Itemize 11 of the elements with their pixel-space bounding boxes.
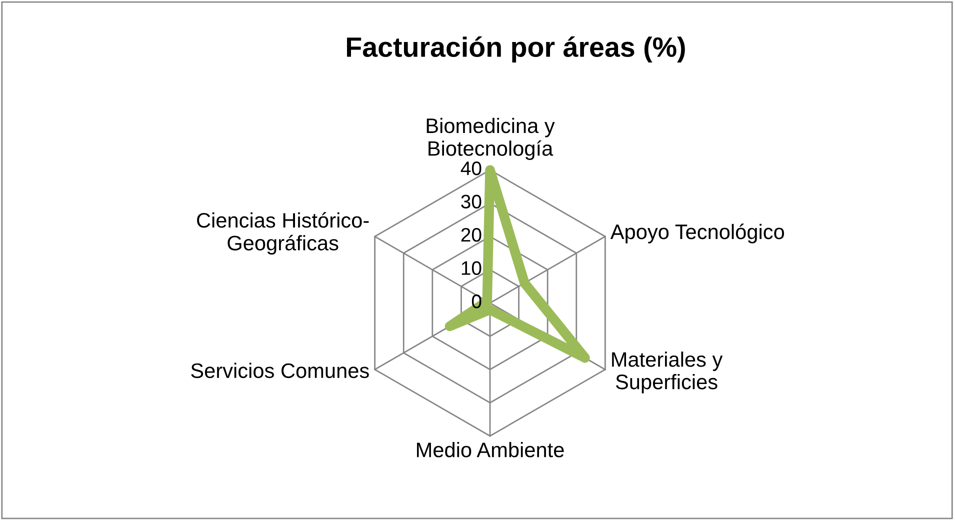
chart-title: Facturación por áreas (%) <box>346 36 685 62</box>
spoke-label: Biomedicina y Biotecnología <box>426 118 555 160</box>
y-tick-label: 20 <box>461 228 482 242</box>
y-tick-label: 10 <box>462 261 482 275</box>
spoke-label: Apoyo Tecnológico <box>610 224 784 244</box>
y-tick-label: 30 <box>461 194 482 208</box>
y-tick-label: 40 <box>460 161 482 176</box>
spoke-label: Materiales y Superficies <box>612 352 723 394</box>
spoke-label: Medio Ambiente <box>417 442 564 458</box>
spoke-label: Servicios Comunes <box>191 362 369 378</box>
spoke-label: Ciencias Histórico-Geográficas <box>197 212 369 255</box>
